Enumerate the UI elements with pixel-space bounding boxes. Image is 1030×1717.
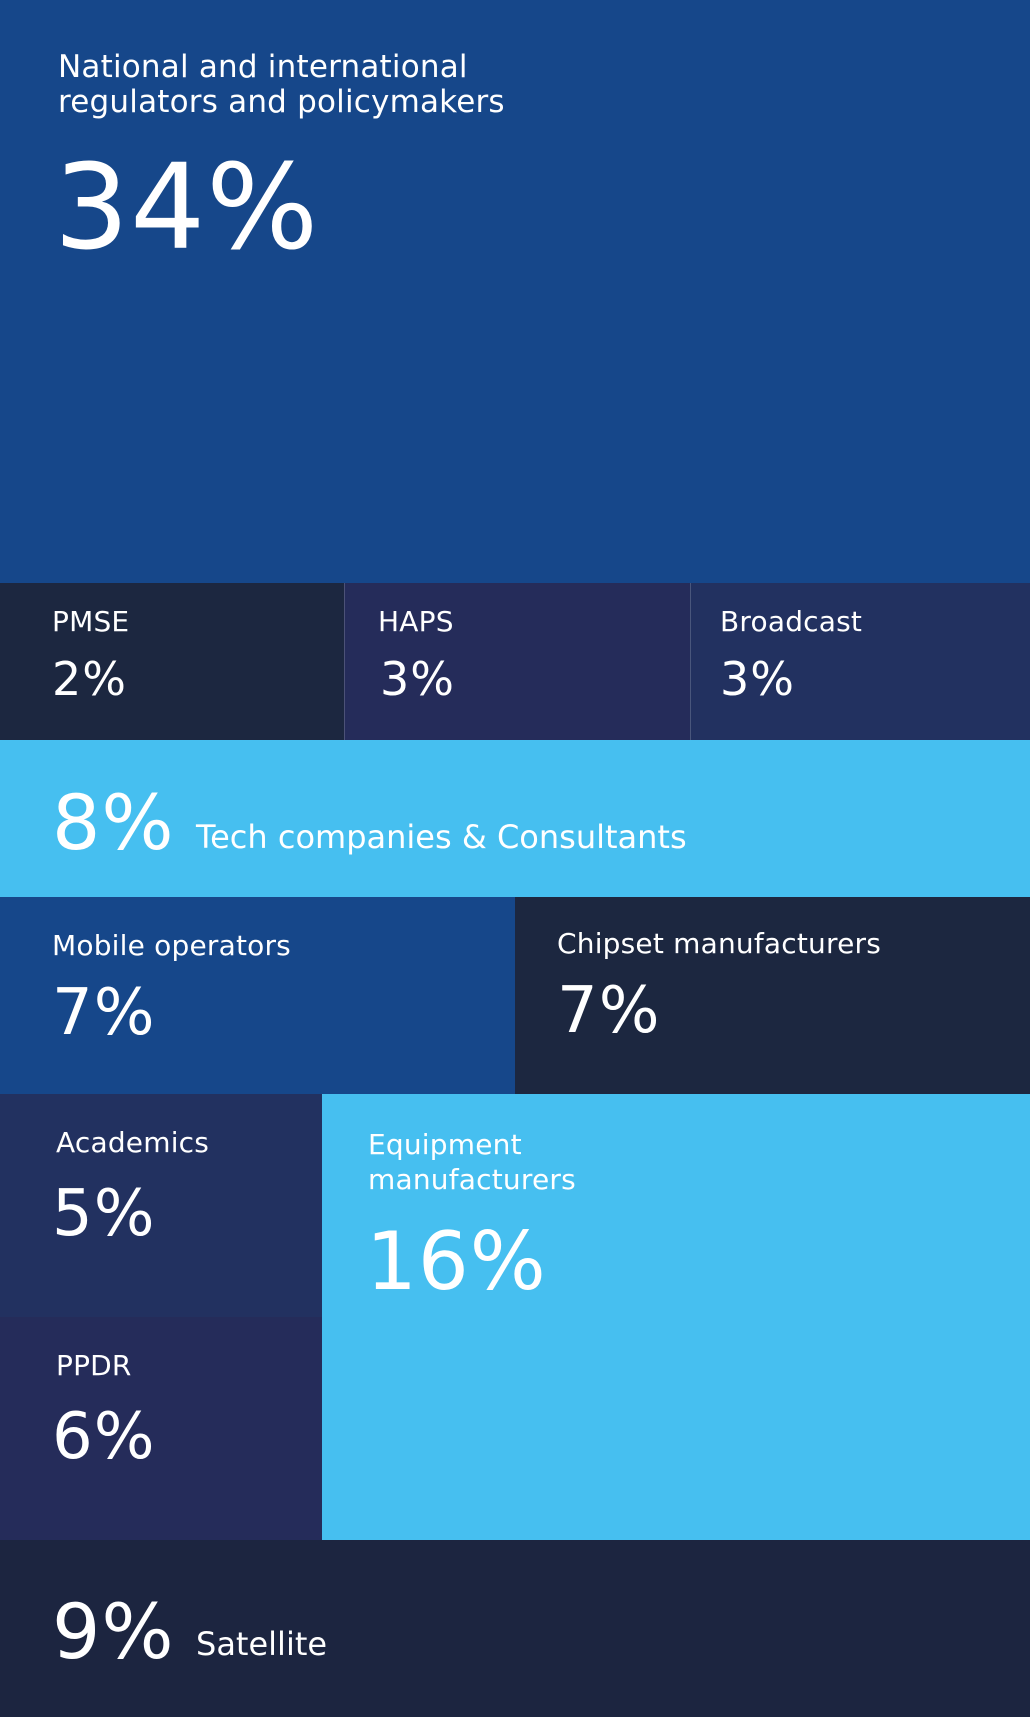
tile-tech-companies-and-consultants: Tech companies & Consultants 8% <box>0 740 1030 897</box>
tile-label: PMSE <box>52 605 130 638</box>
tile-divider <box>344 583 345 740</box>
tile-value: 34% <box>54 138 320 276</box>
tile-value: 8% <box>52 778 175 867</box>
tile-value: 9% <box>52 1587 175 1676</box>
tile-haps: HAPS 3% <box>344 583 690 740</box>
tile-label: PPDR <box>56 1349 132 1382</box>
tile-label: Broadcast <box>720 605 863 638</box>
tile-ppdr: PPDR 6% <box>0 1317 322 1540</box>
tile-equipment-manufacturers: Equipment manufacturers 16% <box>322 1094 1030 1540</box>
tile-pmse: PMSE 2% <box>0 583 344 740</box>
tile-label: Tech companies & Consultants <box>196 818 687 856</box>
tile-label: Academics <box>56 1126 210 1159</box>
tile-satellite: Satellite 9% <box>0 1540 1030 1717</box>
tile-label: Chipset manufacturers <box>557 927 882 960</box>
tile-value: 6% <box>52 1400 156 1474</box>
tile-label: Equipment manufacturers <box>368 1128 576 1196</box>
tile-chipset-manufacturers: Chipset manufacturers 7% <box>515 897 1030 1094</box>
tile-value: 7% <box>557 974 661 1048</box>
tile-label: Mobile operators <box>52 929 291 962</box>
tile-value: 3% <box>380 652 455 706</box>
tile-value: 5% <box>52 1177 156 1251</box>
tile-divider <box>690 583 691 740</box>
tile-academics: Academics 5% <box>0 1094 322 1317</box>
tile-value: 2% <box>52 652 127 706</box>
tile-value: 3% <box>720 652 795 706</box>
tile-label: National and international regulators an… <box>58 49 505 120</box>
tile-national-and-international-regulators-and-policymakers: National and international regulators an… <box>0 0 1030 583</box>
tile-mobile-operators: Mobile operators 7% <box>0 897 515 1094</box>
tile-value: 16% <box>366 1215 547 1308</box>
tile-broadcast: Broadcast 3% <box>690 583 1030 740</box>
tile-value: 7% <box>52 976 156 1050</box>
tile-label: Satellite <box>196 1625 328 1663</box>
tile-label: HAPS <box>378 605 454 638</box>
